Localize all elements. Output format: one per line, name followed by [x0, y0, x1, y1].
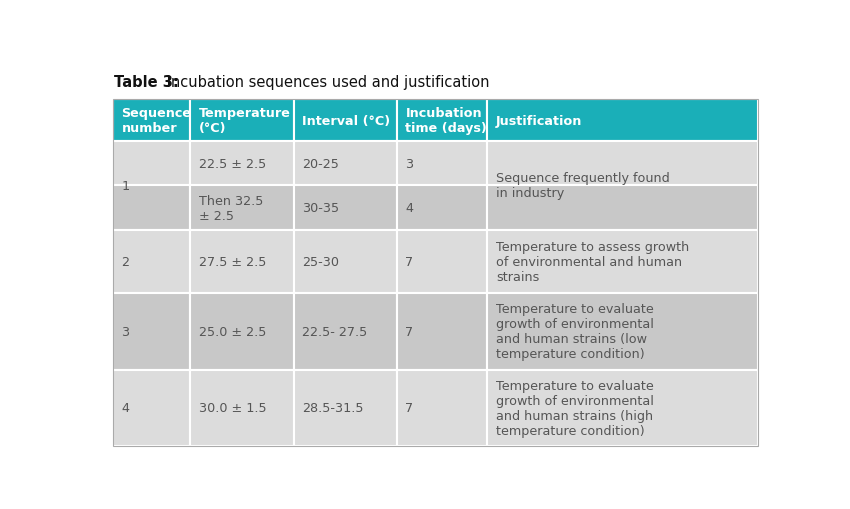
Text: Temperature to assess growth
of environmental and human
strains: Temperature to assess growth of environm…: [496, 241, 689, 284]
Text: 25-30: 25-30: [302, 256, 339, 269]
Text: 4: 4: [122, 402, 129, 414]
Text: Sequence frequently found
in industry: Sequence frequently found in industry: [496, 172, 670, 200]
Text: 4: 4: [405, 202, 413, 215]
Text: 1: 1: [122, 180, 129, 192]
Bar: [293, 100, 397, 142]
Bar: [487, 142, 758, 186]
Text: 22.5 ± 2.5: 22.5 ± 2.5: [199, 157, 266, 170]
Text: 28.5-31.5: 28.5-31.5: [302, 402, 364, 414]
Bar: [190, 142, 293, 186]
Text: 2: 2: [122, 256, 129, 269]
Bar: [487, 100, 758, 142]
Bar: [113, 231, 190, 294]
Bar: [113, 100, 190, 142]
Text: Incubation
time (days): Incubation time (days): [405, 107, 487, 135]
Bar: [397, 294, 487, 370]
Bar: [113, 294, 190, 370]
Text: 20-25: 20-25: [302, 157, 339, 170]
Bar: [190, 231, 293, 294]
Text: Sequence
number: Sequence number: [122, 107, 191, 135]
Bar: [293, 370, 397, 446]
Text: Interval (°C): Interval (°C): [302, 115, 390, 127]
Text: 30.0 ± 1.5: 30.0 ± 1.5: [199, 402, 267, 414]
Text: 7: 7: [405, 256, 414, 269]
Bar: [113, 142, 190, 186]
Bar: [397, 370, 487, 446]
Text: Temperature to evaluate
growth of environmental
and human strains (high
temperat: Temperature to evaluate growth of enviro…: [496, 379, 654, 437]
Bar: [397, 231, 487, 294]
Bar: [397, 186, 487, 231]
Text: 22.5- 27.5: 22.5- 27.5: [302, 325, 367, 338]
Bar: [487, 370, 758, 446]
Text: 7: 7: [405, 402, 414, 414]
Bar: [190, 294, 293, 370]
Bar: [190, 370, 293, 446]
Bar: [397, 142, 487, 186]
Bar: [190, 100, 293, 142]
Bar: [293, 142, 397, 186]
Bar: [397, 100, 487, 142]
Text: Temperature to evaluate
growth of environmental
and human strains (low
temperatu: Temperature to evaluate growth of enviro…: [496, 303, 654, 361]
Bar: [190, 186, 293, 231]
Text: 27.5 ± 2.5: 27.5 ± 2.5: [199, 256, 266, 269]
Text: Justification: Justification: [496, 115, 582, 127]
Text: 25.0 ± 2.5: 25.0 ± 2.5: [199, 325, 266, 338]
Text: 7: 7: [405, 325, 414, 338]
Bar: [487, 186, 758, 231]
Text: Table 3:: Table 3:: [114, 75, 178, 90]
Text: Then 32.5
± 2.5: Then 32.5 ± 2.5: [199, 194, 264, 222]
Text: Temperature
(°C): Temperature (°C): [199, 107, 291, 135]
Bar: [113, 186, 190, 231]
Bar: [293, 186, 397, 231]
Bar: [293, 231, 397, 294]
Bar: [487, 231, 758, 294]
Text: 30-35: 30-35: [302, 202, 339, 215]
Text: Incubation sequences used and justification: Incubation sequences used and justificat…: [162, 75, 489, 90]
Bar: [293, 294, 397, 370]
Bar: [113, 370, 190, 446]
Text: 3: 3: [405, 157, 414, 170]
Text: 3: 3: [122, 325, 129, 338]
Bar: [487, 294, 758, 370]
Bar: [113, 100, 758, 446]
